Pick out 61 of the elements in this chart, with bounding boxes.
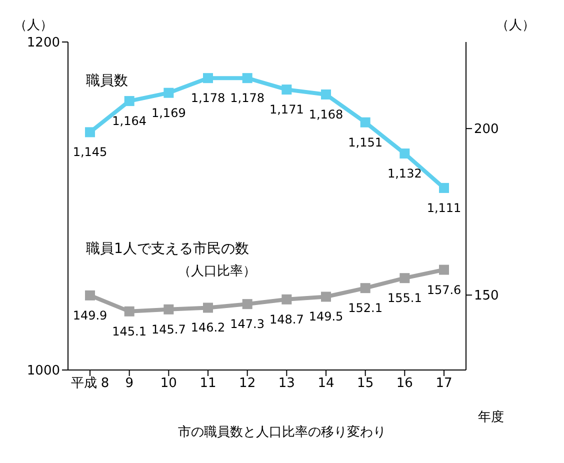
point xyxy=(124,96,134,106)
x-tick-label: 9 xyxy=(125,376,134,392)
data-label: 155.1 xyxy=(387,291,422,306)
y-tick-label: 1000 xyxy=(26,364,60,379)
data-label: 149.9 xyxy=(72,308,108,322)
point xyxy=(164,88,174,98)
point xyxy=(360,283,370,294)
data-label: 157.6 xyxy=(426,282,462,297)
point xyxy=(242,299,252,310)
data-label: 146.2 xyxy=(190,320,226,335)
data-label: 1,111 xyxy=(426,200,462,215)
point xyxy=(439,264,449,275)
data-label: 1,145 xyxy=(72,145,108,160)
data-label: 145.1 xyxy=(112,324,147,338)
data-label: 1,178 xyxy=(230,91,265,106)
data-label: 1,132 xyxy=(387,166,422,181)
x-tick-label: 17 xyxy=(436,376,452,392)
data-label: 1,164 xyxy=(112,114,147,128)
data-label: 152.1 xyxy=(348,301,383,316)
y2-axis-title: （人） xyxy=(496,17,535,34)
annotation: （人口比率） xyxy=(178,263,256,280)
y2-tick-label: 200 xyxy=(474,122,499,138)
x-axis-title: 年度 xyxy=(478,409,504,426)
text: 職員1人で支える市民の数 xyxy=(86,240,249,258)
data-label: 145.7 xyxy=(151,322,186,336)
data-label: 147.3 xyxy=(230,317,265,332)
point xyxy=(85,290,95,300)
point xyxy=(164,304,174,314)
data-label: 1,169 xyxy=(151,106,186,120)
y-axis-title: （人） xyxy=(14,17,53,34)
x-tick-label: 11 xyxy=(200,376,216,392)
point xyxy=(400,273,410,284)
data-label: 149.5 xyxy=(308,310,344,324)
x-tick-label: 平成 8 xyxy=(70,376,110,392)
y-tick-label: 1200 xyxy=(26,36,60,51)
series-label: 職員数 xyxy=(86,72,128,90)
data-label: 1,151 xyxy=(348,135,383,150)
x-tick-label: 13 xyxy=(278,376,295,392)
x-tick-label: 15 xyxy=(357,376,374,392)
point xyxy=(360,117,370,128)
point xyxy=(400,148,410,159)
data-label: 1,171 xyxy=(269,102,304,117)
text: 市の職員数と人口比率の移り変わり xyxy=(178,425,386,440)
point xyxy=(282,294,292,304)
data-label: 148.7 xyxy=(269,312,304,326)
x-tick-label: 16 xyxy=(396,376,413,392)
point xyxy=(282,84,292,95)
x-tick-label: 14 xyxy=(318,376,334,392)
point xyxy=(321,292,331,302)
point xyxy=(203,73,213,84)
point xyxy=(203,302,213,313)
point xyxy=(85,127,95,138)
x-tick-label: 12 xyxy=(239,376,256,392)
point xyxy=(242,73,252,84)
x-tick-label: 10 xyxy=(160,376,177,392)
point xyxy=(321,89,331,100)
y2-tick-label: 150 xyxy=(474,288,499,304)
point xyxy=(124,306,134,316)
point xyxy=(439,182,449,193)
data-label: 1,168 xyxy=(308,107,344,122)
data-label: 1,178 xyxy=(190,91,226,106)
